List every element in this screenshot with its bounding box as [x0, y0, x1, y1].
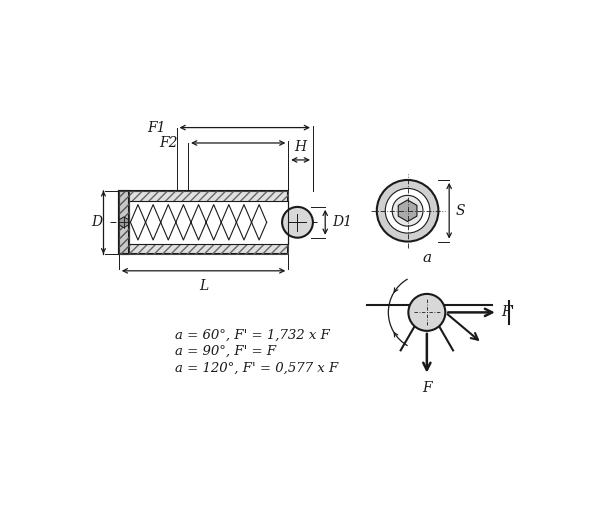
- Circle shape: [377, 180, 439, 241]
- Polygon shape: [119, 191, 129, 254]
- Circle shape: [409, 294, 445, 331]
- Text: H: H: [295, 140, 307, 154]
- Text: a = 120°, F' = 0,577 x F: a = 120°, F' = 0,577 x F: [175, 362, 338, 374]
- Circle shape: [392, 195, 423, 226]
- Text: F: F: [422, 381, 431, 395]
- Text: a: a: [422, 251, 431, 266]
- Polygon shape: [129, 201, 288, 244]
- Text: F2: F2: [159, 136, 178, 150]
- Circle shape: [385, 188, 430, 233]
- Text: F1: F1: [148, 121, 166, 135]
- Polygon shape: [119, 217, 128, 228]
- Text: D: D: [91, 215, 102, 229]
- Text: F': F': [502, 306, 515, 319]
- Text: a = 60°, F' = 1,732 x F: a = 60°, F' = 1,732 x F: [175, 329, 330, 342]
- Polygon shape: [119, 191, 288, 254]
- Text: D1: D1: [332, 215, 352, 229]
- Text: a = 90°, F' = F: a = 90°, F' = F: [175, 345, 276, 358]
- Text: L: L: [199, 279, 208, 293]
- Circle shape: [282, 207, 313, 238]
- Polygon shape: [398, 200, 417, 222]
- Text: S: S: [455, 204, 465, 218]
